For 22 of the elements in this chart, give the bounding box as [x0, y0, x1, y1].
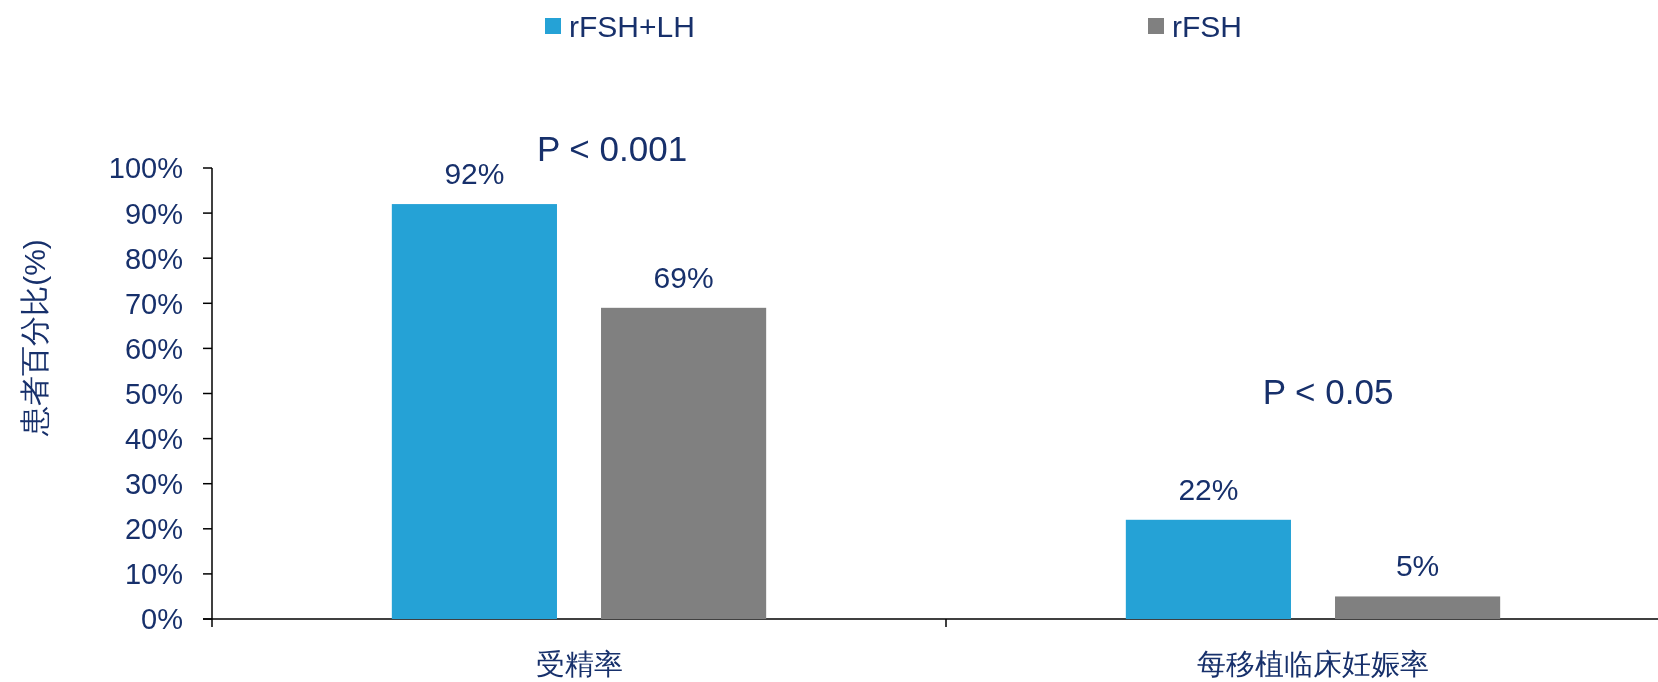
y-tick-label: 100%	[108, 152, 183, 185]
y-tick-label: 90%	[124, 197, 183, 230]
x-tick-label: 受精率	[535, 648, 623, 680]
y-tick-label: 30%	[124, 468, 183, 501]
data-label: 69%	[653, 260, 714, 294]
data-label: 22%	[1178, 472, 1239, 506]
y-tick-label: 60%	[124, 332, 183, 365]
legend-label: rFSH	[1172, 10, 1242, 43]
y-tick-label: 0%	[141, 603, 183, 636]
annotation: P < 0.05	[1262, 372, 1394, 411]
x-tick-label: 每移植临床妊娠率	[1197, 648, 1429, 680]
y-tick-label: 50%	[124, 377, 183, 410]
y-tick-label: 10%	[124, 558, 183, 591]
y-tick-label: 40%	[124, 423, 183, 456]
annotation: P < 0.001	[536, 129, 688, 168]
data-label: 92%	[444, 157, 505, 191]
y-axis-title: 患者百分比(%)	[17, 239, 51, 436]
data-label: 5%	[1395, 549, 1440, 583]
legend-label: rFSH+LH	[569, 10, 695, 43]
y-tick-label: 20%	[124, 513, 183, 546]
y-tick-label: 80%	[124, 242, 183, 275]
y-tick-label: 70%	[124, 287, 183, 320]
